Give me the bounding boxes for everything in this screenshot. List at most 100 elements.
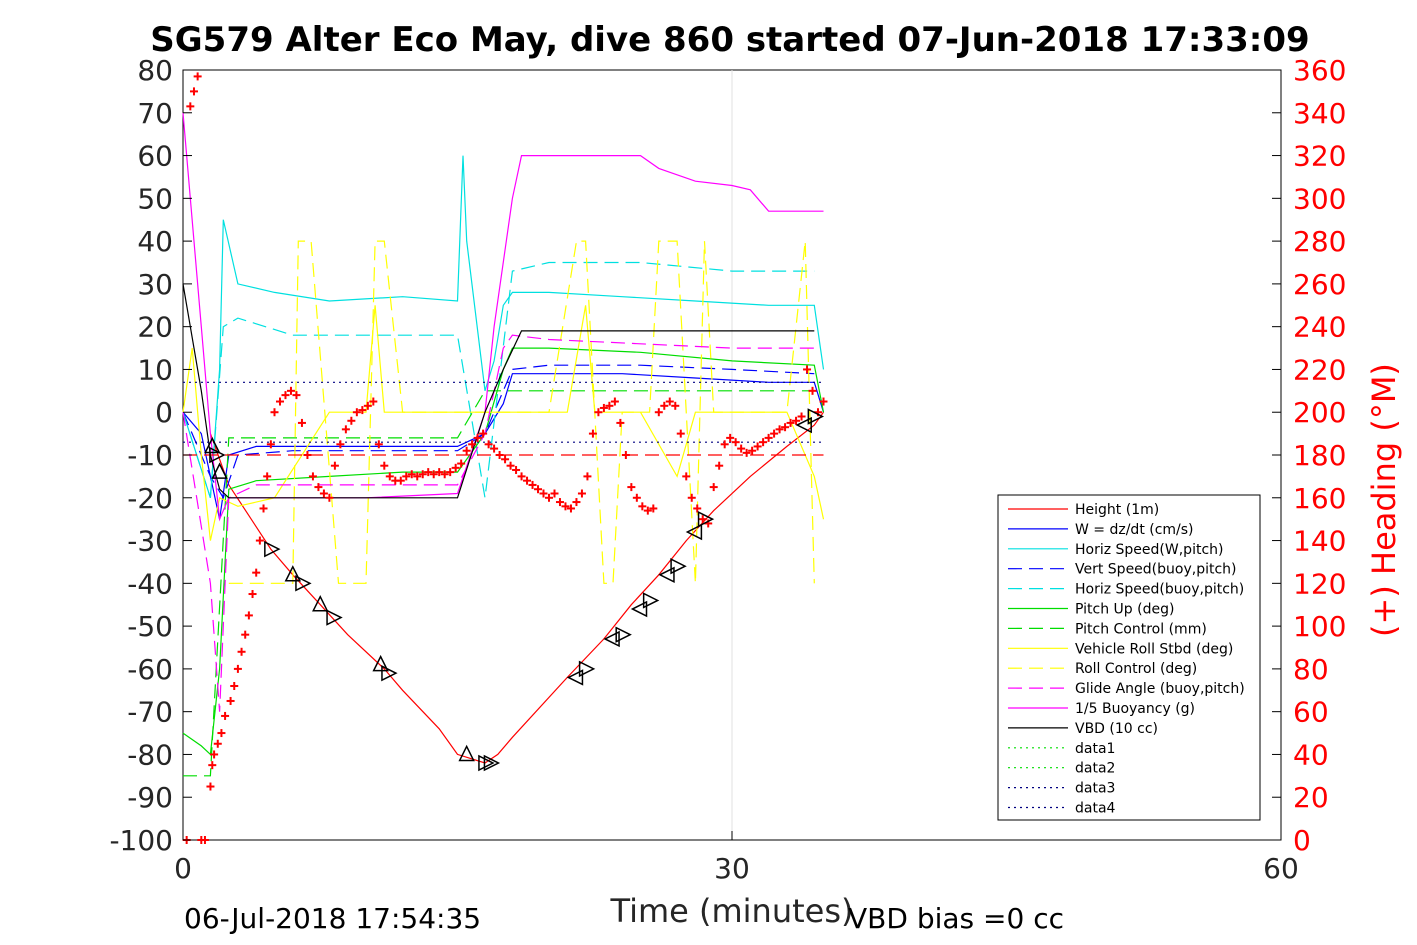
heading-point — [792, 416, 801, 425]
heading-point — [506, 461, 515, 470]
series-line-1 — [182, 373, 825, 520]
heading-point — [186, 102, 195, 111]
ascent-marker — [795, 416, 812, 434]
descent-marker — [284, 565, 302, 582]
heading-point — [501, 455, 510, 464]
legend-label: data1 — [1075, 741, 1115, 757]
heading-point — [797, 412, 806, 421]
descent-marker — [295, 575, 312, 592]
ascent-marker — [642, 592, 660, 609]
heading-point — [446, 468, 455, 477]
series-line-6 — [183, 390, 815, 777]
heading-point — [407, 470, 416, 479]
y-tick-label: -20 — [127, 482, 173, 515]
y-tick-label: -60 — [127, 653, 173, 686]
heading-point — [654, 408, 663, 417]
heading-point — [275, 397, 284, 406]
series-line-10 — [182, 112, 824, 522]
heading-point — [206, 782, 215, 791]
heading-point — [308, 472, 317, 481]
triangle-markers — [204, 408, 825, 772]
x-axis: 0 30 60 — [174, 831, 1299, 885]
y-tick-label-right: 60 — [1293, 696, 1329, 729]
heading-point — [715, 461, 724, 470]
series-line-3 — [182, 364, 815, 500]
heading-point — [737, 444, 746, 453]
y-tick-label-right: 240 — [1293, 311, 1346, 344]
heading-point — [213, 739, 222, 748]
heading-point — [341, 425, 350, 434]
y-tick-label-right: 200 — [1293, 396, 1346, 429]
heading-point — [259, 504, 268, 513]
heading-point — [255, 536, 264, 545]
heading-point — [676, 429, 685, 438]
legend-label: 1/5 Buoyancy (g) — [1075, 701, 1195, 717]
heading-point — [380, 461, 389, 470]
y-tick-label-right: 180 — [1293, 439, 1346, 472]
heading-point — [369, 397, 378, 406]
heading-point — [495, 451, 504, 459]
ascent-marker — [603, 630, 620, 648]
heading-point — [517, 472, 526, 481]
series-line-4 — [182, 261, 815, 498]
heading-point — [572, 498, 581, 507]
heading-point — [698, 515, 707, 524]
heading-point — [687, 493, 696, 502]
ascent-marker — [578, 660, 596, 678]
y-tick-label: 80 — [137, 54, 173, 87]
heading-point — [473, 433, 482, 442]
heading-point — [252, 568, 261, 577]
x-axis-label: Time (minutes) — [610, 892, 854, 930]
heading-point — [413, 472, 422, 481]
series-line-11 — [182, 283, 815, 499]
y-tick-label: 30 — [137, 268, 173, 301]
ascent-marker — [615, 626, 632, 643]
y-tick-label-right: 20 — [1293, 781, 1329, 814]
y-tick-label-right: 100 — [1293, 610, 1346, 643]
heading-point — [208, 761, 217, 770]
heading-point — [781, 423, 790, 432]
y-tick-label: -10 — [127, 439, 173, 472]
y-tick-label: 20 — [137, 311, 173, 344]
legend-label: data3 — [1075, 781, 1115, 797]
heading-point — [594, 408, 603, 417]
heading-point — [627, 483, 636, 492]
heading-point — [352, 408, 361, 417]
heading-point — [605, 401, 614, 410]
x-tick-label: 0 — [174, 852, 192, 885]
legend-items: Height (1m) W = dz/dt (cm/s) Horiz Speed(W… — [1008, 502, 1245, 817]
chart-title: SG579 Alter Eco May, dive 860 started 07… — [150, 20, 1309, 60]
y-tick-label-right: 40 — [1293, 738, 1329, 771]
y-tick-label-right: 300 — [1293, 182, 1346, 215]
legend-label: Glide Angle (buoy,pitch) — [1075, 681, 1245, 697]
descent-marker — [211, 462, 228, 479]
series-line-5 — [182, 347, 825, 756]
y-axis-left: 80 70 60 50 40 30 20 10 0 -10 -20 -30 -40 -50 -60 -70 -8… — [109, 54, 192, 857]
heading-point — [396, 476, 405, 485]
heading-point — [424, 468, 433, 477]
heading-point — [726, 433, 735, 442]
y-tick-label-right: 80 — [1293, 653, 1329, 686]
heading-point — [759, 438, 768, 447]
heading-point — [539, 489, 548, 498]
ascent-marker — [685, 523, 703, 541]
heading-point — [266, 440, 275, 449]
heading-point — [244, 611, 253, 620]
heading-point — [819, 397, 828, 406]
heading-point — [693, 504, 702, 513]
heading-point — [286, 386, 295, 395]
heading-point — [418, 470, 427, 479]
legend-label: Vehicle Roll Stbd (deg) — [1075, 641, 1233, 657]
x-tick-label: 60 — [1263, 852, 1299, 885]
heading-point — [314, 483, 323, 492]
ascent-marker — [658, 566, 675, 583]
heading-point — [786, 418, 795, 427]
heading-point — [237, 647, 246, 656]
heading-point — [479, 429, 488, 438]
heading-point — [374, 440, 383, 449]
descent-marker — [264, 540, 281, 558]
heading-point — [440, 470, 449, 479]
heading-point — [764, 433, 773, 442]
heading-point — [577, 489, 586, 498]
heading-point — [490, 444, 499, 453]
